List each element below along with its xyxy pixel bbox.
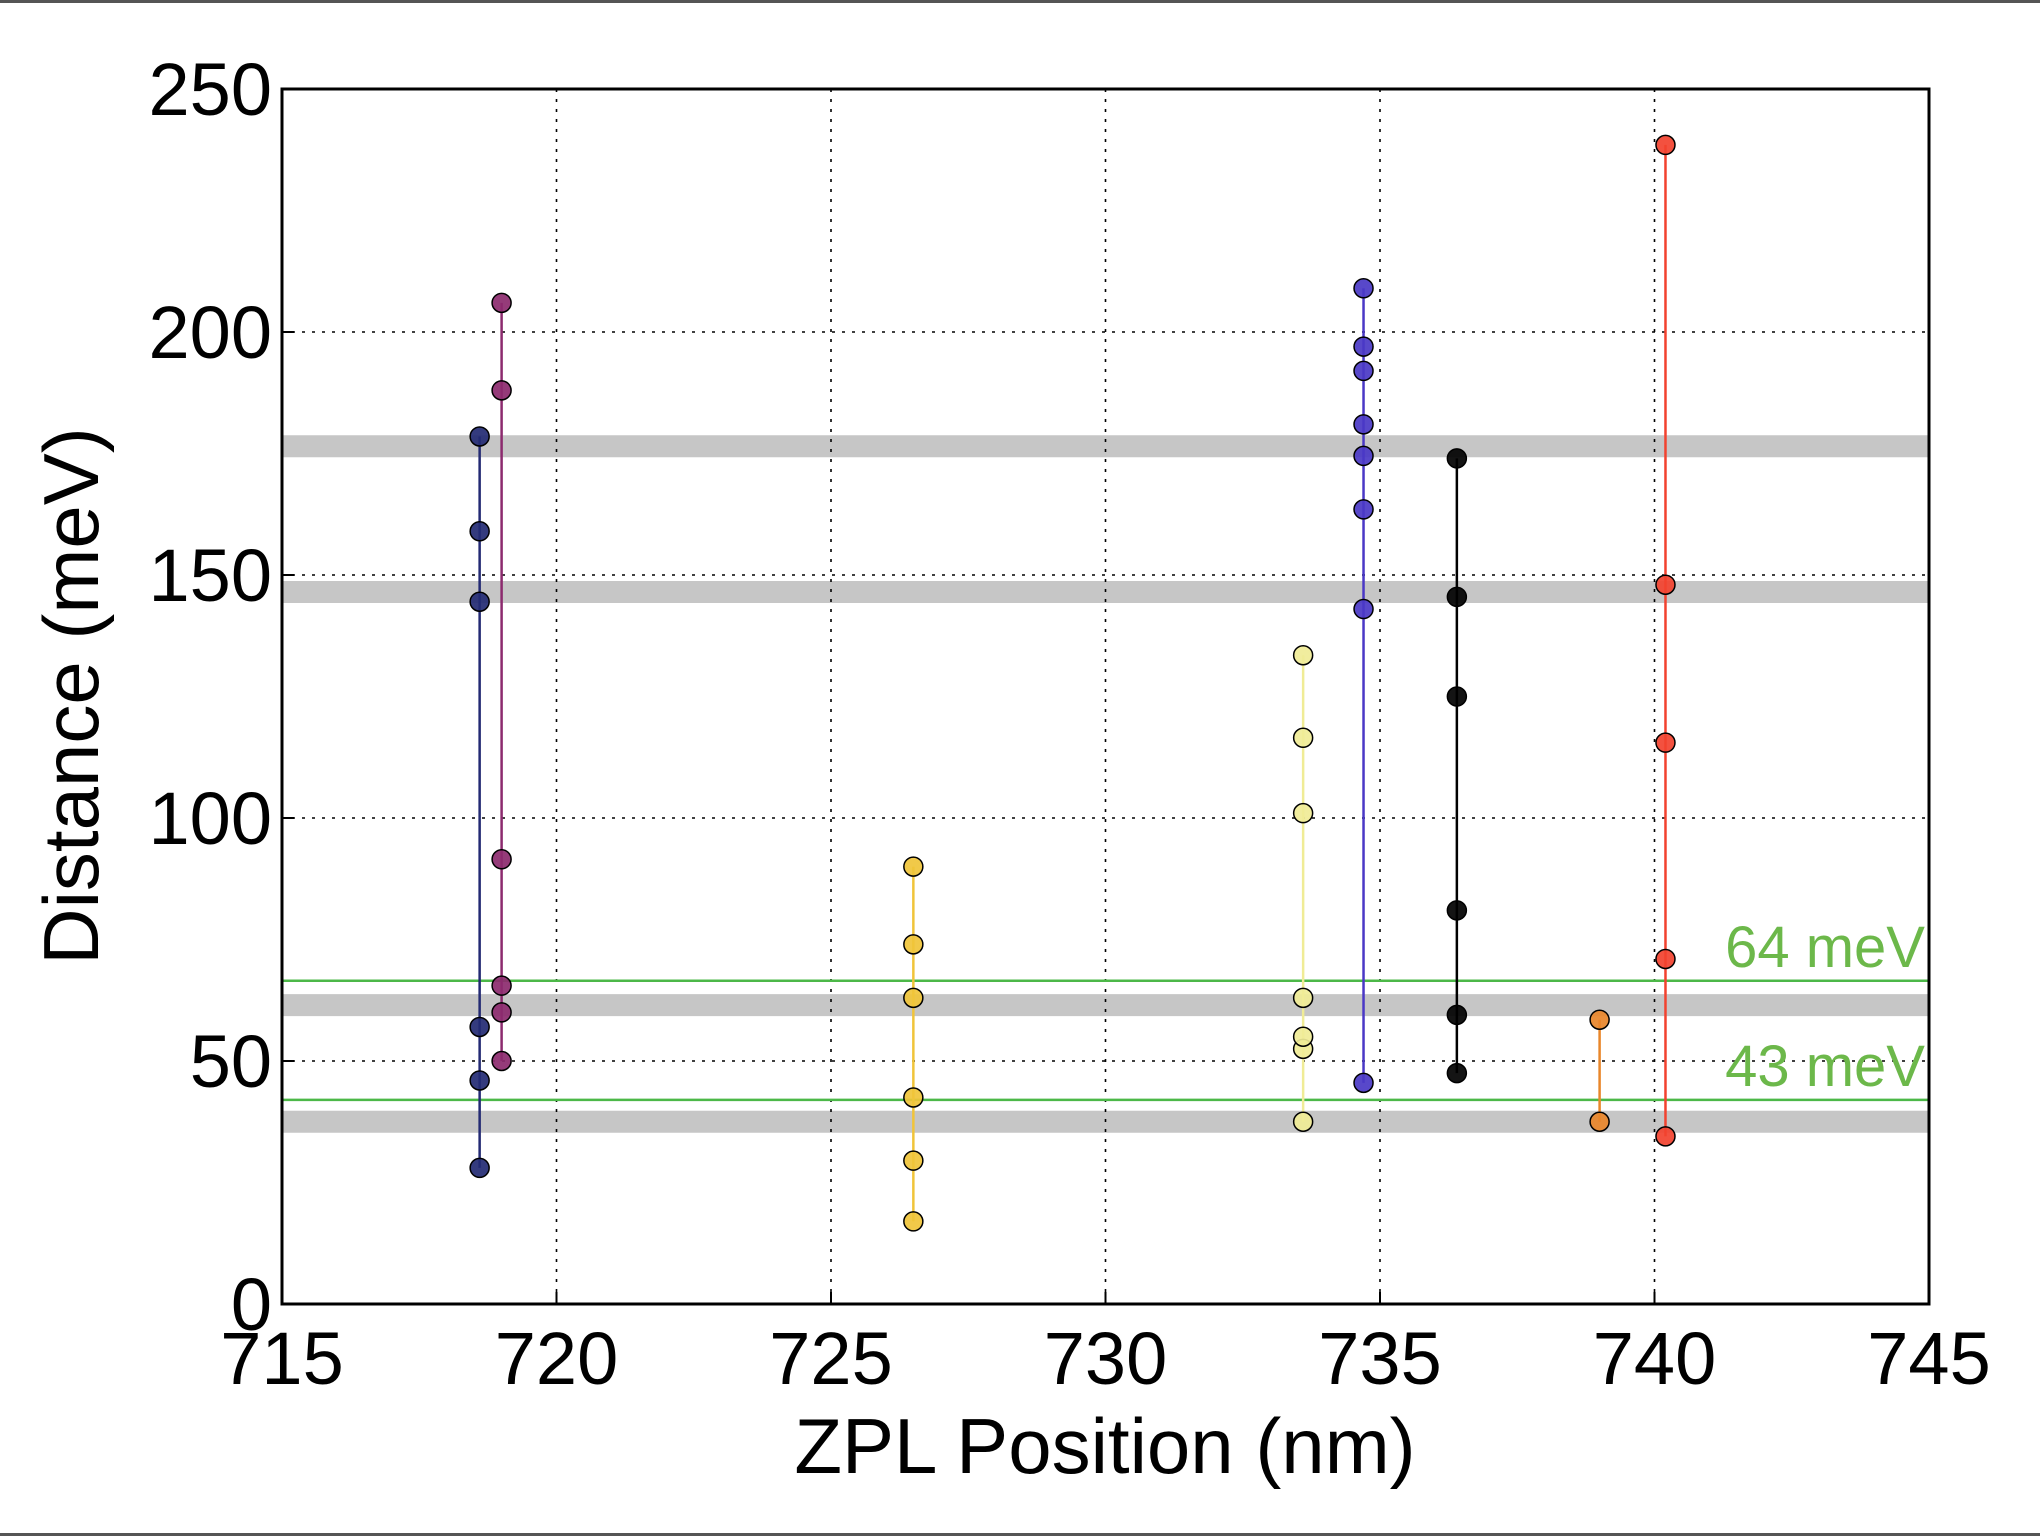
series-3-point-5	[1292, 727, 1314, 749]
series-0-point-5	[469, 426, 490, 447]
series-3-point-6	[1292, 644, 1314, 666]
series-5-point-4	[1446, 586, 1468, 608]
y-axis-label: Distance (meV)	[27, 427, 115, 964]
series-7-point-4	[1655, 134, 1676, 156]
y-tick-labels: 0 50 100 150 200 250	[149, 48, 294, 1346]
series-0-point-3	[469, 591, 490, 612]
series-1-point-5	[491, 292, 512, 314]
series-4-point-0	[1353, 1072, 1374, 1094]
series-2-point-0	[903, 1211, 924, 1232]
series-0-point-1	[469, 1070, 490, 1091]
reference-label-1: 43 meV	[1725, 1034, 1925, 1099]
series-7-point-2	[1655, 732, 1676, 753]
series-0-point-0	[469, 1157, 490, 1179]
y-tick-label-0: 0	[231, 1263, 272, 1346]
series-5-point-3	[1446, 686, 1468, 707]
series-6-point-1	[1589, 1009, 1610, 1030]
series-2	[903, 856, 924, 1232]
series-4-point-3	[1353, 445, 1374, 467]
series-0-point-4	[469, 521, 490, 542]
series-7-point-1	[1655, 948, 1676, 970]
series-1-point-1	[491, 1002, 512, 1023]
x-tick-label-0: 715	[220, 1317, 343, 1400]
series-5-point-5	[1446, 448, 1468, 469]
x-tick-label-6: 745	[1867, 1317, 1990, 1400]
series-0-point-2	[469, 1016, 490, 1038]
series-5-point-0	[1446, 1062, 1468, 1084]
series-2-point-3	[903, 987, 924, 1009]
series-2-point-2	[903, 1087, 924, 1108]
series-7-point-3	[1655, 574, 1676, 595]
series-3-point-4	[1292, 802, 1314, 824]
series-1-point-2	[491, 975, 512, 996]
reference-lines: 64 meV 43 meV	[282, 915, 1929, 1102]
series-1-point-3	[491, 849, 512, 870]
series-4-point-4	[1353, 414, 1374, 435]
series-7	[1655, 134, 1676, 1147]
y-tick-label-4: 200	[149, 291, 272, 374]
y-tick-label-5: 250	[149, 48, 272, 131]
series-3	[1292, 644, 1314, 1132]
series-1-point-4	[491, 380, 512, 401]
x-axis-label: ZPL Position (nm)	[794, 1402, 1415, 1490]
x-tick-label-3: 730	[1044, 1317, 1167, 1400]
series-5-point-2	[1446, 900, 1468, 921]
x-tick-label-1: 720	[495, 1317, 618, 1400]
x-tick-labels: 715 720 725 730 735 740 745	[220, 1292, 1991, 1400]
series-3-point-3	[1292, 987, 1314, 1009]
series-3-point-2	[1292, 1026, 1314, 1047]
data-series	[469, 134, 1676, 1232]
series-7-point-0	[1655, 1126, 1676, 1147]
y-tick-label-3: 150	[149, 534, 272, 617]
series-1-point-0	[491, 1050, 512, 1072]
reference-label-0: 64 meV	[1725, 915, 1925, 980]
grid-lines	[282, 89, 1929, 1304]
series-4-point-1	[1353, 598, 1374, 620]
x-tick-label-4: 735	[1318, 1317, 1441, 1400]
series-1	[491, 292, 512, 1072]
series-2-point-4	[903, 934, 924, 955]
series-6	[1589, 1009, 1610, 1132]
series-2-point-1	[903, 1150, 924, 1171]
series-0	[469, 426, 490, 1179]
series-3-point-0	[1292, 1111, 1314, 1132]
x-tick-label-2: 725	[769, 1317, 892, 1400]
x-tick-label-5: 740	[1593, 1317, 1716, 1400]
chart: 64 meV 43 meV 715 720 725 730 735 740 745 0 50 10…	[27, 48, 1991, 1490]
series-5-point-1	[1446, 1004, 1468, 1026]
series-5	[1446, 448, 1468, 1084]
series-4-point-2	[1353, 499, 1374, 520]
series-4	[1353, 278, 1374, 1094]
y-tick-label-2: 100	[149, 777, 272, 860]
series-4-point-7	[1353, 278, 1374, 299]
y-tick-label-1: 50	[190, 1020, 272, 1103]
series-4-point-5	[1353, 360, 1374, 382]
series-2-point-5	[903, 856, 924, 877]
series-4-point-6	[1353, 336, 1374, 357]
series-6-point-0	[1589, 1111, 1610, 1132]
